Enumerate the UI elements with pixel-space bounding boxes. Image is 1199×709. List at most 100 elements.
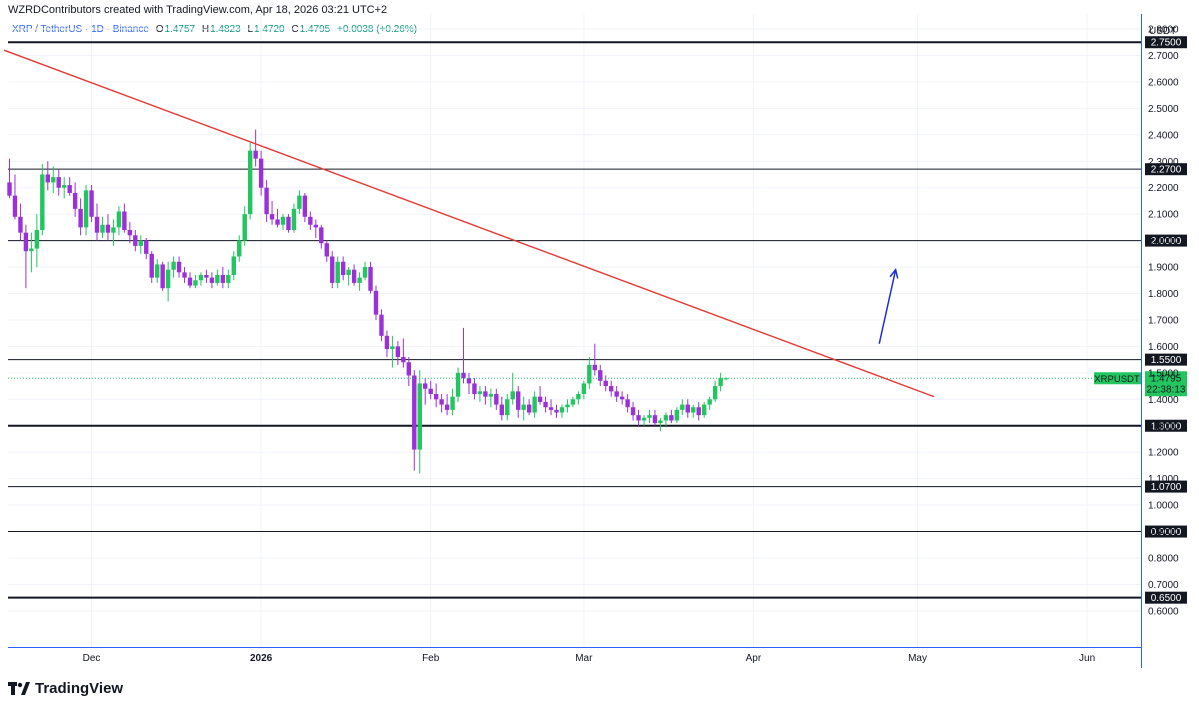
candle-body	[674, 409, 680, 421]
candle-body	[477, 391, 483, 395]
candle-body	[603, 380, 608, 387]
price-tick-label: 1.5000	[1148, 368, 1179, 379]
price-tick-label: 2.4000	[1148, 130, 1179, 141]
candle-body	[193, 280, 198, 286]
candle-body	[45, 174, 50, 183]
price-tick-label: 2.2000	[1148, 183, 1179, 194]
candle-body	[154, 264, 160, 278]
candle-body	[231, 256, 236, 275]
price-tick-label: 2.8000	[1148, 25, 1179, 36]
level-price-label: 2.7500	[1151, 38, 1182, 49]
candle-body	[461, 372, 466, 379]
candle-body	[29, 248, 34, 252]
candle-body	[483, 391, 488, 397]
candle-body	[543, 401, 548, 408]
level-price-label: 1.0700	[1151, 482, 1182, 493]
level-price-tag	[1145, 36, 1187, 49]
symbol-tag-label: XRPUSDT	[1094, 374, 1140, 385]
candle-body	[587, 364, 592, 384]
candle-body	[696, 407, 701, 416]
price-tick-label: 0.6000	[1148, 606, 1179, 617]
time-tick-label: Feb	[422, 653, 440, 664]
candle-body	[144, 240, 149, 254]
time-tick-label: Jun	[1079, 653, 1095, 664]
candle-body	[455, 372, 461, 397]
level-price-tag	[1145, 163, 1187, 176]
candle-body	[7, 182, 12, 196]
price-tick-label: 1.6000	[1148, 342, 1179, 353]
candle-body	[565, 404, 570, 408]
candle-body	[209, 277, 215, 283]
candle-body	[100, 224, 105, 233]
candle-body	[127, 230, 133, 236]
candle-body	[373, 290, 379, 315]
candle-body	[559, 407, 565, 413]
price-tick-label: 1.3000	[1148, 421, 1179, 432]
candle-body	[598, 370, 603, 381]
price-tick-label: 1.9000	[1148, 263, 1179, 274]
candle-body	[149, 253, 154, 278]
candle-body	[701, 404, 707, 416]
candle-body	[319, 227, 324, 244]
candle-body	[291, 208, 297, 231]
candle-body	[368, 267, 373, 291]
level-price-tag	[1145, 234, 1187, 247]
candle-body	[384, 335, 390, 350]
candle-body	[362, 267, 368, 278]
candle-body	[619, 396, 625, 400]
price-tick-label: 0.8000	[1148, 554, 1179, 565]
candle-body	[488, 394, 494, 397]
price-tick-label: 1.7000	[1148, 315, 1179, 326]
candle-body	[423, 383, 428, 389]
chart-grid	[8, 14, 1141, 647]
candle-body	[176, 261, 182, 273]
candle-body	[83, 190, 89, 228]
candle-body	[171, 261, 176, 270]
candle-body	[395, 346, 401, 357]
candle-body	[94, 216, 100, 233]
time-axis: Dec 2026 Feb Mar Apr May Jun	[8, 647, 1141, 664]
candle-body	[641, 417, 647, 421]
level-price-tag	[1145, 419, 1187, 432]
price-tick-label: 2.7000	[1148, 51, 1179, 62]
candle-body	[516, 391, 521, 410]
brand-footer[interactable]: TradingView	[8, 680, 123, 697]
up-arrow-line[interactable]	[878, 269, 897, 344]
price-tick-label: 1.8000	[1148, 289, 1179, 300]
chart-credit: WZRDContributors created with TradingVie…	[8, 4, 388, 16]
candle-body	[165, 269, 171, 289]
level-price-label: 1.3000	[1151, 421, 1182, 432]
candle-body	[275, 219, 280, 225]
last-price-tag	[1145, 371, 1187, 397]
candle-body	[105, 224, 111, 233]
candle-body	[111, 227, 116, 233]
candle-body	[220, 274, 226, 283]
horizontal-levels: 2.7500 2.2700 2.0000 1.5500 1.3000 1.0700 0.90…	[8, 36, 1187, 604]
candle-body	[510, 391, 515, 400]
candle-body	[204, 274, 209, 278]
price-tick-label: 1.2000	[1148, 448, 1179, 459]
candle-body	[526, 404, 532, 413]
candle-body	[215, 274, 220, 283]
candle-body	[680, 404, 685, 410]
candle-body	[450, 396, 455, 410]
candle-body	[51, 177, 56, 183]
candle-body	[34, 230, 40, 249]
candle-body	[570, 399, 576, 405]
candle-body	[494, 394, 499, 405]
price-tick-label: 2.6000	[1148, 77, 1179, 88]
candle-body	[499, 404, 504, 416]
candle-body	[89, 190, 94, 217]
candle-body	[625, 399, 630, 408]
candle-body	[12, 195, 18, 217]
candle-body	[40, 174, 45, 231]
price-tick-label: 1.4000	[1148, 395, 1179, 406]
candle-body	[691, 407, 696, 413]
descending-trendline[interactable]	[3, 49, 935, 398]
level-price-tag	[1145, 353, 1187, 366]
candle-body	[548, 407, 554, 410]
candle-body	[313, 224, 319, 228]
candle-body	[297, 195, 302, 209]
candle-body	[286, 216, 291, 231]
